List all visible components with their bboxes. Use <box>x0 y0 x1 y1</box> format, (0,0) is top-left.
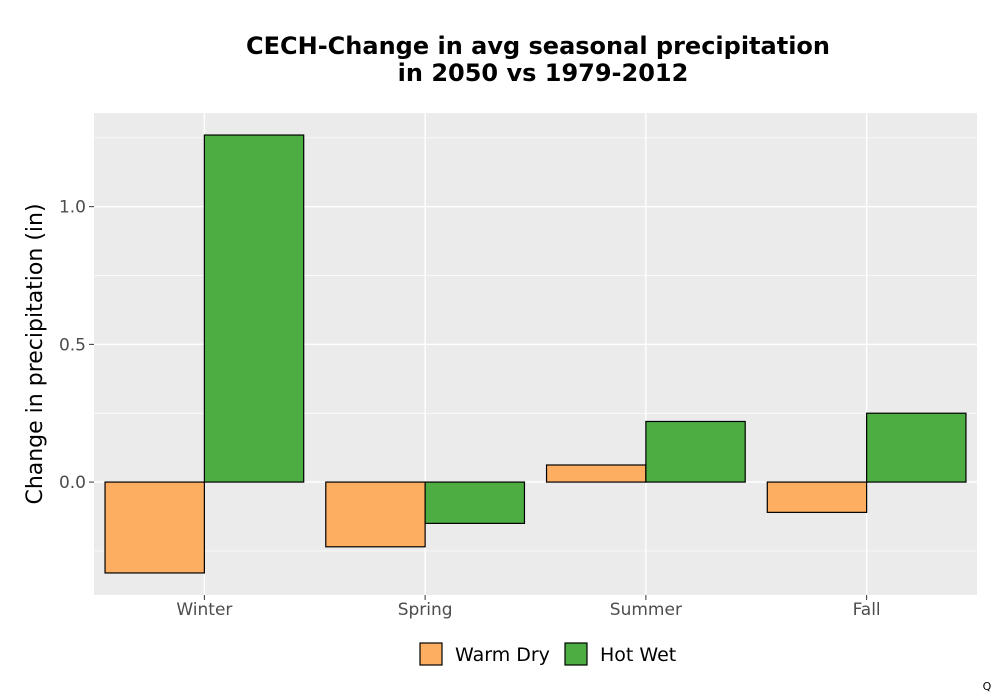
bar-hot-wet-spring <box>424 481 526 524</box>
chart-title-line-2: in 2050 vs 1979-2012 <box>398 59 689 87</box>
x-tick-label: Spring <box>398 600 453 620</box>
legend-label-warm-dry: Warm Dry <box>455 644 550 666</box>
bar-warm-dry-fall <box>766 481 868 513</box>
legend: Warm Dry Hot Wet <box>419 642 676 666</box>
y-axis-title: Change in precipitation (in) <box>23 203 48 504</box>
y-tick-label: 1.0 <box>59 198 86 218</box>
bar-warm-dry-summer <box>545 464 647 483</box>
y-tick-label: 0.0 <box>59 473 86 493</box>
bar-warm-dry-winter <box>104 481 205 574</box>
chart-title-line-1: CECH-Change in avg seasonal precipitatio… <box>246 32 830 60</box>
legend-key-warm-dry <box>419 642 443 666</box>
x-axis-ticks: Winter Spring Summer Fall <box>176 595 881 620</box>
x-tick-label: Summer <box>610 600 682 620</box>
x-tick-label: Fall <box>853 600 881 620</box>
legend-label-hot-wet: Hot Wet <box>600 644 676 666</box>
bar-hot-wet-winter <box>203 134 305 483</box>
y-axis-ticks: 0.0 0.5 1.0 <box>59 198 94 493</box>
x-tick-label: Winter <box>176 600 232 620</box>
bar-hot-wet-fall <box>866 412 967 483</box>
corner-mark: Q <box>983 680 992 693</box>
y-tick-label: 0.5 <box>59 335 86 355</box>
bar-hot-wet-summer <box>645 420 746 483</box>
bar-warm-dry-spring <box>325 481 426 548</box>
bars-group <box>104 134 967 574</box>
legend-key-hot-wet <box>564 642 588 666</box>
